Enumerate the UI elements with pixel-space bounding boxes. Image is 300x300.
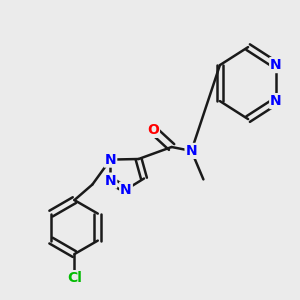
Text: O: O	[147, 123, 159, 137]
Text: N: N	[270, 94, 282, 108]
Text: N: N	[270, 58, 282, 72]
Text: N: N	[120, 183, 132, 196]
Text: Cl: Cl	[67, 271, 82, 285]
Text: N: N	[186, 144, 197, 158]
Text: N: N	[105, 153, 116, 166]
Text: N: N	[105, 174, 116, 188]
